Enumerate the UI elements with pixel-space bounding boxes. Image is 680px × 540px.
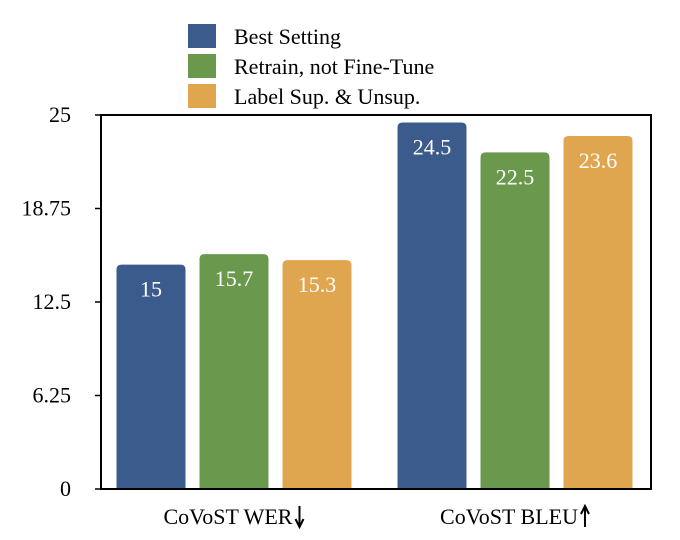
bar — [199, 254, 269, 489]
y-tick-label: 0 — [60, 476, 71, 501]
bar-value-label: 23.6 — [579, 148, 618, 173]
bar — [397, 122, 467, 489]
plot-frame — [100, 114, 652, 490]
y-tick-label: 6.25 — [33, 383, 72, 408]
bar — [563, 135, 633, 489]
legend-swatch — [188, 24, 216, 48]
y-tick-label: 18.75 — [22, 196, 72, 221]
bar-value-label: 15 — [140, 277, 162, 302]
legend-label: Retrain, not Fine-Tune — [234, 54, 434, 79]
bar — [282, 260, 352, 489]
legend-label: Label Sup. & Unsup. — [234, 84, 420, 109]
legend-swatch — [188, 84, 216, 108]
bar-value-label: 15.3 — [298, 272, 337, 297]
legend: Best Setting Retrain, not Fine-Tune Label … — [188, 24, 434, 109]
legend-swatch — [188, 54, 216, 78]
bar-value-label: 22.5 — [496, 164, 535, 189]
bar — [116, 264, 186, 489]
y-axis: 0 6.25 12.5 18.75 25 — [22, 102, 101, 501]
bar — [480, 152, 550, 489]
bar-value-label: 15.7 — [215, 266, 254, 291]
y-tick-label: 12.5 — [33, 289, 72, 314]
down-arrow-icon — [294, 506, 305, 530]
bars: 15 24.5 15.7 22.5 15.3 23.6 — [116, 122, 633, 489]
y-tick-label: 25 — [49, 102, 71, 127]
x-category-label: CoVoST BLEU — [440, 504, 578, 529]
legend-label: Best Setting — [234, 24, 341, 49]
x-category-label: CoVoST WER — [164, 504, 293, 529]
x-axis: CoVoST WER CoVoST BLEU — [164, 503, 590, 530]
bar-value-label: 24.5 — [413, 134, 452, 159]
up-arrow-icon — [580, 503, 590, 527]
